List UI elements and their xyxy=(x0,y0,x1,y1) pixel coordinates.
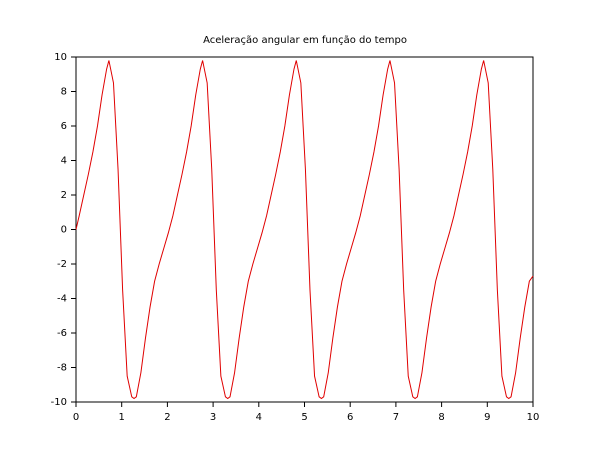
y-tick-label: -10 xyxy=(51,397,67,408)
x-tick-label: 10 xyxy=(527,412,540,423)
y-tick-label: 10 xyxy=(54,52,67,63)
chart-title: Aceleração angular em função do tempo xyxy=(203,35,407,46)
data-line xyxy=(75,60,534,400)
x-tick-label: 3 xyxy=(210,412,216,423)
y-tick-label: 2 xyxy=(61,190,67,201)
y-tick-label: 4 xyxy=(61,156,67,167)
x-tick-label: 1 xyxy=(119,412,125,423)
x-tick-label: 6 xyxy=(347,412,353,423)
y-tick-label: -4 xyxy=(57,294,67,305)
x-tick-label: 8 xyxy=(438,412,444,423)
y-tick-label: 6 xyxy=(61,121,67,132)
y-tick-label: -6 xyxy=(57,328,67,339)
x-tick-label: 2 xyxy=(164,412,170,423)
x-tick-label: 9 xyxy=(484,412,490,423)
x-tick-label: 7 xyxy=(393,412,399,423)
x-tick-label: 4 xyxy=(256,412,262,423)
y-tick-label: 0 xyxy=(61,225,67,236)
x-tick-label: 0 xyxy=(73,412,79,423)
x-tick-label: 5 xyxy=(301,412,307,423)
y-tick-label: 8 xyxy=(61,87,67,98)
y-tick-label: -8 xyxy=(57,363,67,374)
y-tick-label: -2 xyxy=(57,259,67,270)
